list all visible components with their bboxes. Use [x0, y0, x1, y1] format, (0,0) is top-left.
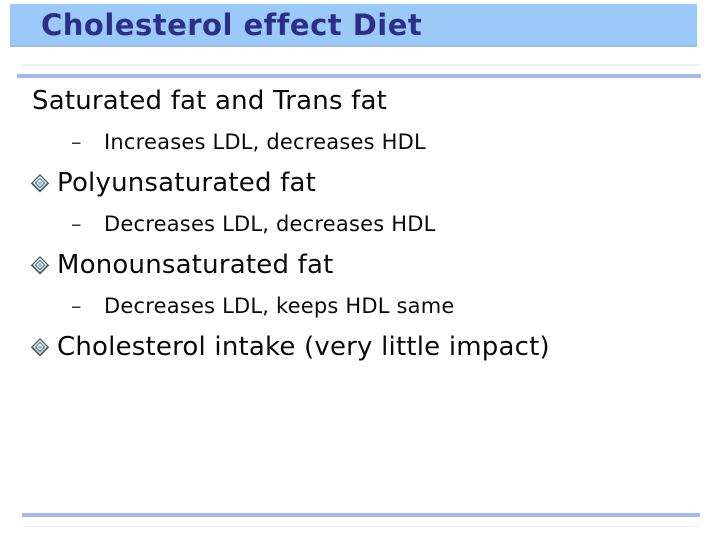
divider-bottom: [22, 513, 700, 517]
bullet-item: Monounsaturated fat: [30, 249, 334, 281]
bullet-item: Saturated fat and Trans fat: [32, 85, 387, 117]
bullet-label: Saturated fat and Trans fat: [32, 86, 388, 116]
sub-bullet-item: – Increases LDL, decreases HDL: [71, 129, 426, 155]
sub-bullet-item: – Decreases LDL, decreases HDL: [71, 211, 436, 237]
title-bar: Cholesterol effect Diet: [10, 4, 697, 47]
dash-bullet-icon: –: [71, 294, 82, 318]
bullet-label: Monounsaturated fat: [57, 250, 334, 280]
dash-bullet-icon: –: [71, 212, 82, 236]
faint-divider-bottom: [22, 526, 700, 527]
layered-diamond-icon: [30, 256, 49, 274]
bullet-item: Cholesterol intake (very little impact): [30, 331, 550, 363]
sub-bullet-item: – Decreases LDL, keeps HDL same: [71, 293, 455, 319]
slide-title: Cholesterol effect Diet: [41, 7, 423, 42]
bullet-item: Polyunsaturated fat: [30, 167, 317, 199]
layered-diamond-icon: [30, 174, 49, 192]
dash-bullet-icon: –: [71, 130, 82, 154]
sub-bullet-label: Decreases LDL, decreases HDL: [104, 212, 436, 236]
bullet-label: Cholesterol intake (very little impact): [57, 332, 550, 362]
faint-divider-top: [22, 64, 700, 66]
sub-bullet-label: Increases LDL, decreases HDL: [104, 130, 426, 154]
layered-diamond-icon: [30, 338, 49, 356]
bullet-label: Polyunsaturated fat: [57, 168, 317, 198]
divider-top: [17, 74, 701, 78]
sub-bullet-label: Decreases LDL, keeps HDL same: [104, 294, 455, 318]
